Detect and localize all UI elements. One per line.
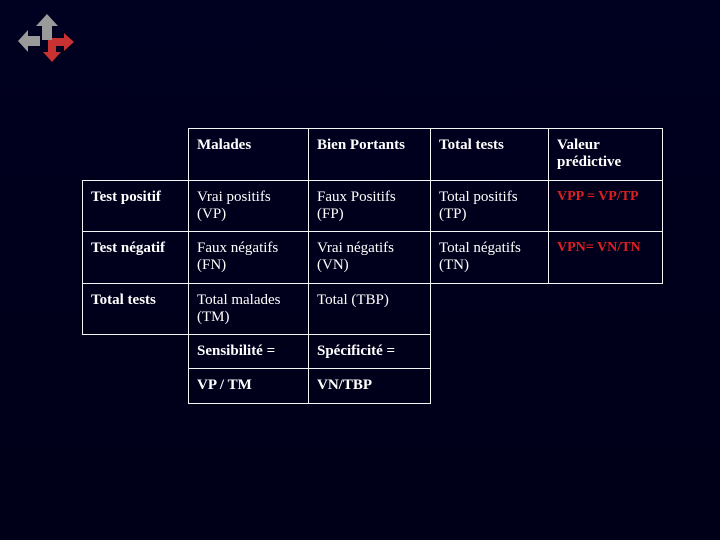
- cell-empty: [83, 369, 189, 403]
- table-row: Sensibilité = Spécificité =: [83, 335, 663, 369]
- table-header-row: Malades Bien Portants Total tests Valeur…: [83, 129, 663, 181]
- cell-vp: Vrai positifs (VP): [189, 180, 309, 232]
- cell-tbp: Total (TBP): [309, 283, 431, 335]
- header-malades: Malades: [189, 129, 309, 181]
- cell-sensibilite-formula: VP / TM: [189, 369, 309, 403]
- cell-tp: Total positifs (TP): [431, 180, 549, 232]
- table-row: Test négatif Faux négatifs (FN) Vrai nég…: [83, 232, 663, 284]
- cell-empty: [549, 283, 663, 335]
- row-label-total-tests: Total tests: [83, 283, 189, 335]
- table-row: VP / TM VN/TBP: [83, 369, 663, 403]
- row-label-test-negatif: Test négatif: [83, 232, 189, 284]
- cell-tn: Total négatifs (TN): [431, 232, 549, 284]
- contingency-table: Malades Bien Portants Total tests Valeur…: [82, 128, 662, 404]
- table-row: Total tests Total malades (TM) Total (TB…: [83, 283, 663, 335]
- cell-empty: [431, 335, 549, 369]
- cell-sensibilite-label: Sensibilité =: [189, 335, 309, 369]
- cell-vn: Vrai négatifs (VN): [309, 232, 431, 284]
- cell-empty: [431, 283, 549, 335]
- row-label-test-positif: Test positif: [83, 180, 189, 232]
- cell-fn: Faux négatifs (FN): [189, 232, 309, 284]
- header-blank: [83, 129, 189, 181]
- cell-empty: [549, 369, 663, 403]
- corner-arrows-icon: [18, 12, 78, 72]
- cell-specificite-formula: VN/TBP: [309, 369, 431, 403]
- cell-specificite-label: Spécificité =: [309, 335, 431, 369]
- cell-fp: Faux Positifs (FP): [309, 180, 431, 232]
- table: Malades Bien Portants Total tests Valeur…: [82, 128, 663, 404]
- cell-empty: [549, 335, 663, 369]
- table-row: Test positif Vrai positifs (VP) Faux Pos…: [83, 180, 663, 232]
- cell-empty: [83, 335, 189, 369]
- cell-tm: Total malades (TM): [189, 283, 309, 335]
- header-total-tests: Total tests: [431, 129, 549, 181]
- cell-vpn: VPN= VN/TN: [549, 232, 663, 284]
- cell-vpp: VPP = VP/TP: [549, 180, 663, 232]
- cell-empty: [431, 369, 549, 403]
- header-valeur-predictive: Valeur prédictive: [549, 129, 663, 181]
- header-bien-portants: Bien Portants: [309, 129, 431, 181]
